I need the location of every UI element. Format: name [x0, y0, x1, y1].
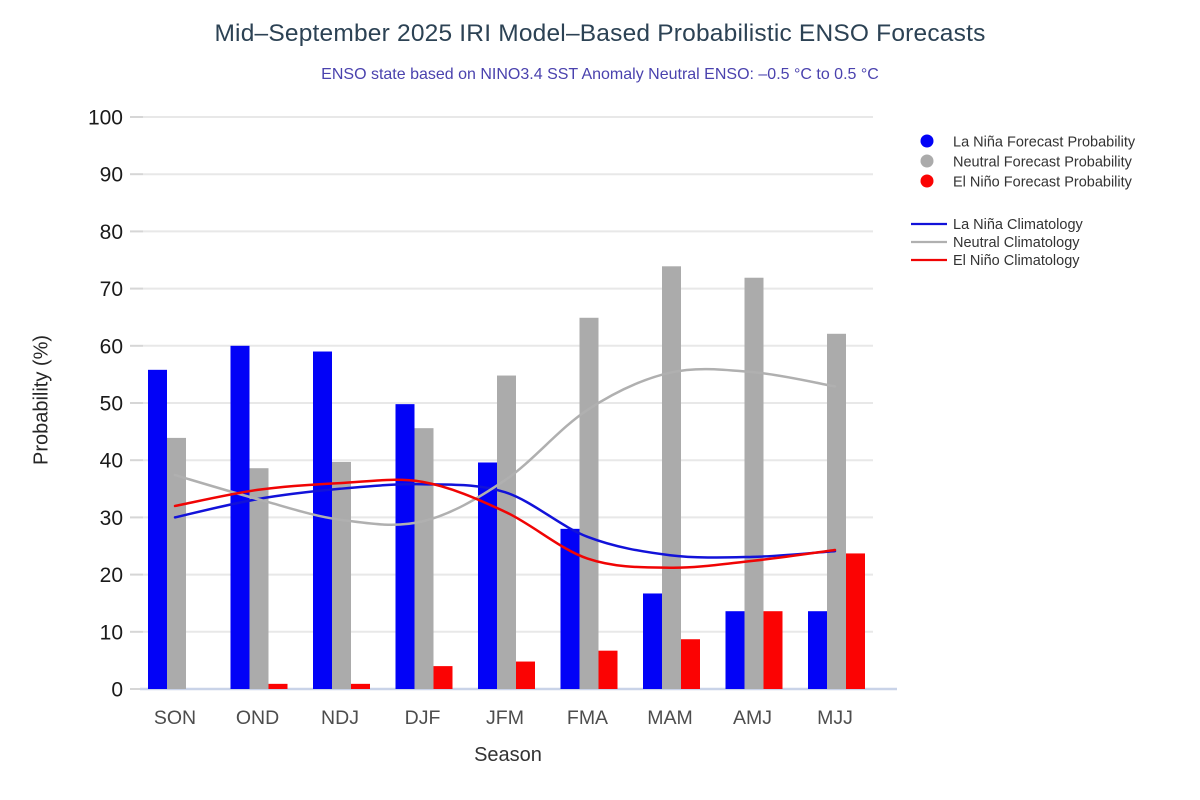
bar-neutral-forecast-probability-SON [167, 437, 186, 689]
line-el-ni-o-climatology [173, 478, 837, 569]
x-axis-title: Season [474, 744, 542, 766]
bar-la-ni-a-forecast-probability-NDJ [313, 351, 332, 689]
chart-title: Mid–September 2025 IRI Model–Based Proba… [214, 20, 986, 47]
legend-dot-neutral-forecast-probability [920, 154, 934, 168]
line-la-ni-a-climatology [173, 482, 837, 559]
bar-neutral-forecast-probability-AMJ [744, 277, 764, 689]
bar-el-ni-o-forecast-probability-JFM [516, 661, 535, 689]
bar-neutral-forecast-probability-OND [249, 468, 269, 689]
legend-label-el-ni-o-forecast-probability: El Niño Forecast Probability [953, 175, 1133, 191]
legend-label-neutral-climatology: Neutral Climatology [953, 235, 1080, 251]
x-tick-label-amj: AMJ [733, 707, 772, 729]
bar-la-ni-a-forecast-probability-SON [148, 369, 167, 689]
x-tick-label-djf: DJF [405, 707, 441, 729]
x-tick-label-jfm: JFM [486, 707, 524, 729]
x-tick-label-ond: OND [236, 707, 279, 729]
x-tick-label-mam: MAM [647, 707, 693, 729]
y-tick-label: 40 [100, 450, 123, 473]
bar-la-ni-a-forecast-probability-MJJ [808, 611, 827, 689]
bar-el-ni-o-forecast-probability-MAM [681, 639, 700, 689]
bar-neutral-forecast-probability-MAM [662, 266, 681, 689]
y-tick-label: 80 [100, 221, 123, 244]
x-tick-label-son: SON [154, 707, 196, 729]
bar-la-ni-a-forecast-probability-DJF [395, 404, 415, 689]
bar-el-ni-o-forecast-probability-OND [268, 683, 288, 689]
bar-neutral-forecast-probability-NDJ [332, 461, 351, 689]
y-tick-label: 70 [100, 278, 123, 301]
bar-la-ni-a-forecast-probability-JFM [478, 462, 497, 689]
chart-subtitle: ENSO state based on NINO3.4 SST Anomaly … [321, 66, 879, 83]
bar-el-ni-o-forecast-probability-AMJ [763, 611, 783, 689]
y-tick-label: 90 [100, 164, 123, 187]
bar-el-ni-o-forecast-probability-MJJ [846, 553, 865, 689]
bar-la-ni-a-forecast-probability-FMA [560, 528, 580, 689]
legend-dot-la-ni-a-forecast-probability [920, 134, 934, 148]
y-tick-label: 60 [100, 335, 123, 358]
y-tick-label: 30 [100, 507, 123, 530]
bar-el-ni-o-forecast-probability-NDJ [351, 683, 370, 689]
y-tick-label: 50 [100, 393, 123, 416]
x-tick-label-fma: FMA [567, 707, 608, 729]
bar-neutral-forecast-probability-MJJ [827, 333, 846, 689]
y-tick-label: 10 [100, 621, 123, 644]
bar-la-ni-a-forecast-probability-AMJ [725, 611, 745, 689]
bar-el-ni-o-forecast-probability-FMA [598, 650, 618, 689]
x-tick-label-mjj: MJJ [817, 707, 853, 729]
y-tick-label: 0 [111, 679, 123, 702]
legend-label-la-ni-a-climatology: La Niña Climatology [953, 217, 1084, 233]
bar-neutral-forecast-probability-JFM [497, 375, 516, 689]
bar-el-ni-o-forecast-probability-DJF [433, 666, 453, 689]
legend-label-el-ni-o-climatology: El Niño Climatology [953, 253, 1080, 269]
legend-label-la-ni-a-forecast-probability: La Niña Forecast Probability [953, 135, 1136, 151]
y-tick-label: 100 [88, 107, 123, 130]
x-tick-label-ndj: NDJ [321, 707, 359, 729]
bar-la-ni-a-forecast-probability-MAM [643, 593, 662, 689]
legend-label-neutral-forecast-probability: Neutral Forecast Probability [953, 155, 1133, 171]
bar-neutral-forecast-probability-DJF [414, 428, 434, 689]
bar-neutral-forecast-probability-FMA [579, 317, 599, 689]
bar-la-ni-a-forecast-probability-OND [230, 345, 250, 689]
y-tick-label: 20 [100, 564, 123, 587]
line-neutral-climatology [173, 367, 837, 526]
legend-dot-el-ni-o-forecast-probability [920, 174, 934, 188]
